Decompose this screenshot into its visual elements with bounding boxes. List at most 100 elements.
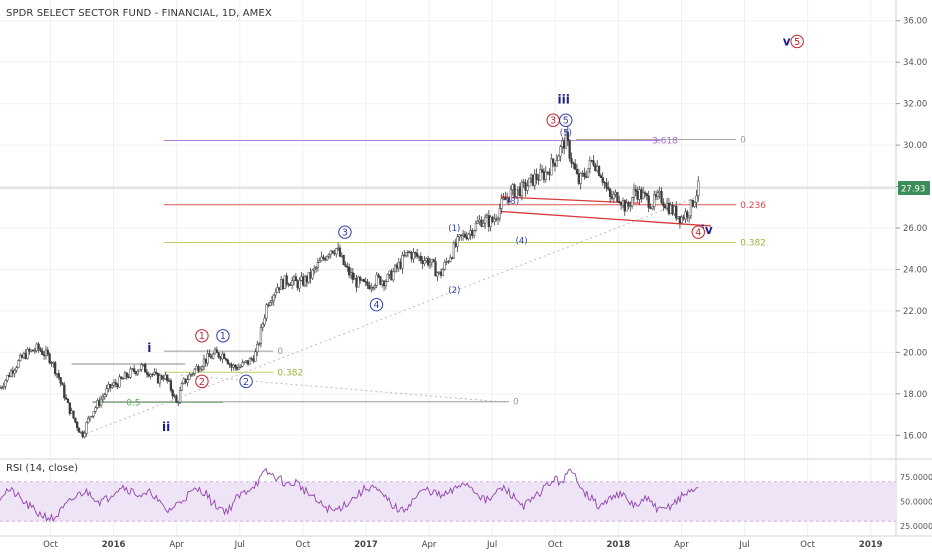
candle-body: [191, 373, 195, 375]
candle-body: [371, 287, 375, 289]
price-tick-label: 18.00: [903, 390, 927, 400]
trendline-wedge-upper: [500, 196, 640, 204]
candle-body: [517, 186, 520, 191]
candle-body: [643, 192, 647, 194]
candle-body: [107, 384, 110, 390]
candle-body: [52, 362, 55, 364]
candle-body: [292, 276, 296, 281]
candle-body: [26, 349, 29, 359]
candle-body: [579, 173, 582, 184]
wave-label-paren: (4): [516, 236, 528, 246]
candle-body: [228, 363, 231, 365]
candle-body: [357, 276, 360, 288]
candle-body: [460, 234, 463, 236]
candle-body: [83, 433, 86, 438]
candle-body: [447, 261, 450, 263]
candle-body: [561, 140, 564, 147]
candle-body: [15, 367, 18, 371]
candle-body: [500, 198, 503, 209]
candle-body: [169, 380, 173, 391]
candle-body: [173, 395, 176, 397]
candle-body: [693, 202, 696, 207]
time-label: 2019: [859, 540, 883, 550]
candle-body: [59, 377, 62, 384]
candle-body: [559, 146, 562, 157]
level-label-fib-3618: 3.618: [652, 137, 678, 147]
candle-body: [318, 260, 321, 263]
candle-body: [42, 354, 46, 356]
candle-body: [597, 166, 601, 176]
candle-body: [50, 362, 53, 364]
candle-body: [280, 279, 283, 290]
candle-body: [136, 370, 139, 375]
candle-body: [346, 266, 349, 268]
candle-body: [2, 385, 5, 388]
candle-body: [349, 272, 353, 276]
candle-body: [265, 304, 268, 319]
candle-body: [17, 360, 20, 368]
candle-body: [166, 374, 169, 381]
candle-body: [351, 272, 354, 280]
time-label: Jul: [486, 540, 497, 550]
candle-body: [687, 215, 691, 218]
candle-body: [353, 278, 356, 280]
price-tick-label: 20.00: [903, 348, 927, 358]
level-label-fib-0-top: 0: [740, 135, 746, 145]
time-label: Jul: [234, 540, 245, 550]
candle-body: [210, 356, 213, 359]
last-price-badge: [898, 180, 930, 195]
candle-body: [223, 353, 226, 359]
candle-body: [511, 184, 514, 190]
level-label-fib-0382-mid: 0.382: [277, 368, 303, 378]
candle-body: [465, 236, 468, 240]
candle-body: [186, 379, 189, 384]
candle-body: [676, 216, 680, 219]
candle-body: [180, 383, 184, 391]
wave-label-1: 1: [199, 331, 205, 342]
candle-body: [574, 163, 577, 170]
candle-body: [212, 353, 215, 359]
candle-body: [283, 275, 286, 289]
candle-body: [31, 349, 35, 352]
candle-body: [592, 160, 595, 166]
candle-body: [320, 256, 323, 262]
candle-body: [70, 410, 73, 414]
candle-body: [588, 160, 592, 169]
candle-body: [368, 285, 371, 290]
candle-body: [478, 219, 481, 222]
candle-body: [410, 252, 413, 260]
candle-body: [599, 175, 603, 178]
wave-label-2: 2: [199, 377, 205, 388]
candle-body: [156, 373, 160, 384]
candle-body: [188, 374, 191, 380]
candle-body: [9, 370, 13, 377]
candle-body: [327, 254, 331, 257]
candle-body: [325, 256, 329, 261]
candle-body: [162, 378, 165, 380]
candle-body: [134, 371, 138, 375]
wave-circle-3: [338, 225, 352, 239]
candle-body: [476, 221, 479, 224]
candle-body: [200, 366, 204, 370]
candle-body: [449, 257, 452, 262]
wave-label-5: 5: [794, 37, 800, 48]
rsi-tick-label: 50.0000: [900, 497, 932, 506]
candle-body: [313, 268, 316, 271]
wave-circle-2: [239, 374, 253, 389]
candle-body: [509, 189, 513, 202]
price-tick-label: 24.00: [903, 265, 927, 275]
candle-body: [535, 173, 538, 180]
candle-body: [110, 385, 114, 388]
candle-body: [612, 193, 615, 199]
candle-body: [235, 366, 239, 370]
price-tick-label: 30.00: [903, 141, 927, 151]
candle-body: [452, 242, 456, 259]
candle-body: [651, 206, 654, 209]
candle-body: [671, 205, 674, 215]
candle-body: [189, 373, 193, 376]
candle-body: [513, 184, 516, 197]
candle-body: [171, 389, 174, 397]
candle-body: [438, 271, 441, 274]
candle-body: [695, 195, 698, 203]
